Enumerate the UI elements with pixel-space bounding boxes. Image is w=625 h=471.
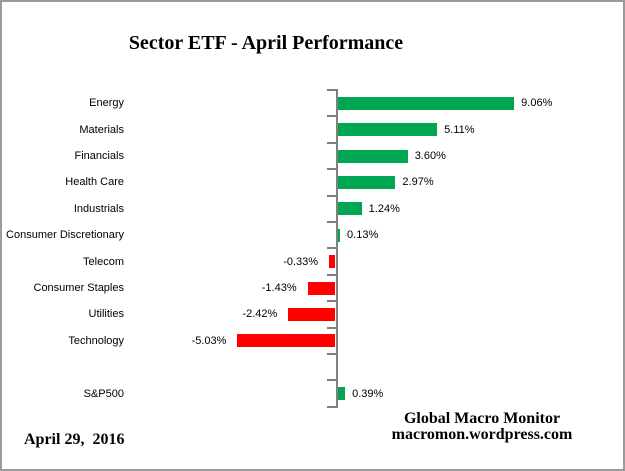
attribution-line-1: Global Macro Monitor <box>403 410 561 427</box>
chart-title: Sector ETF - April Performance <box>128 32 404 54</box>
category-label: Health Care <box>65 176 124 189</box>
axis-tick <box>326 326 338 329</box>
axis-tick <box>326 379 338 382</box>
bar-utilities <box>288 307 336 321</box>
attribution-line-2: macromon.wordpress.com <box>391 425 573 443</box>
value-label: -0.33% <box>283 255 319 268</box>
bar-materials <box>337 123 438 137</box>
bar-financials <box>337 149 408 163</box>
axis-tick <box>326 89 338 91</box>
date-label: April 29, 2016 <box>24 431 125 448</box>
value-label: 0.13% <box>347 229 379 242</box>
value-label: 3.60% <box>414 150 446 162</box>
category-label: Telecom <box>83 255 124 268</box>
bar-industrials <box>337 202 362 216</box>
category-label: Consumer Staples <box>33 282 125 294</box>
category-label: Industrials <box>73 202 124 215</box>
category-label: Financials <box>74 150 124 162</box>
axis-tick <box>326 353 338 355</box>
axis-tick <box>326 221 338 223</box>
bar-health-care <box>337 175 396 189</box>
value-label: -2.42% <box>242 308 278 321</box>
category-label: S&P500 <box>83 387 124 400</box>
value-label: 0.39% <box>352 387 384 400</box>
bar-consumer-discretionary <box>337 228 341 242</box>
axis-tick <box>326 194 338 197</box>
value-label: 2.97% <box>402 176 434 189</box>
value-label: 5.11% <box>444 123 475 136</box>
bar-technology <box>237 334 336 348</box>
category-label: Consumer Discretionary <box>6 229 124 242</box>
value-label: 1.24% <box>368 202 400 215</box>
bar-energy <box>337 96 515 110</box>
value-label: -1.43% <box>261 282 297 294</box>
axis-tick <box>326 247 338 250</box>
bar-consumer-staples <box>307 281 336 295</box>
bar-telecom <box>329 255 336 269</box>
axis-tick <box>326 405 338 408</box>
axis-tick <box>326 141 338 144</box>
value-label: -5.03% <box>191 334 227 347</box>
bar-s-p500 <box>337 387 346 401</box>
category-label: Energy <box>89 97 124 110</box>
axis-tick <box>326 168 338 171</box>
attribution-block: Global Macro Monitor macromon.wordpress.… <box>392 411 573 442</box>
axis-tick <box>326 115 338 118</box>
axis-tick <box>326 273 338 276</box>
value-label: 9.06% <box>521 97 553 110</box>
category-label: Utilities <box>88 308 124 321</box>
category-label: Materials <box>79 123 124 136</box>
category-label: Technology <box>68 334 124 347</box>
axis-tick <box>326 300 338 303</box>
